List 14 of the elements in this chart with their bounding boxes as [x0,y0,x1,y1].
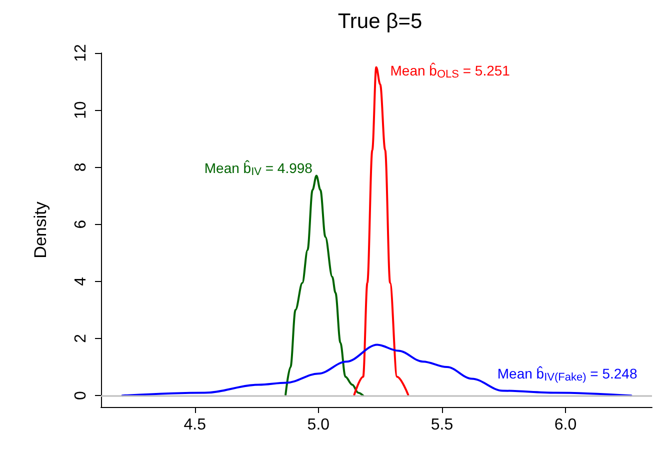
y-tick-label: 4 [72,276,90,286]
x-tick-label: 5.0 [307,416,330,434]
y-tick-label: 10 [72,101,90,119]
x-tick-label: 6.0 [554,416,577,434]
y-tick-label: 12 [72,44,90,62]
x-tick-label: 4.5 [184,416,206,434]
line-series [284,174,364,397]
y-tick-label: 6 [72,220,90,229]
y-axis-title: Density [31,201,50,258]
y-tick-label: 0 [72,391,90,400]
chart-title: True β=5 [338,10,422,33]
y-tick-label: 2 [72,334,90,343]
y-tick-label: 8 [72,162,90,172]
x-tick-label: 5.5 [430,416,454,434]
